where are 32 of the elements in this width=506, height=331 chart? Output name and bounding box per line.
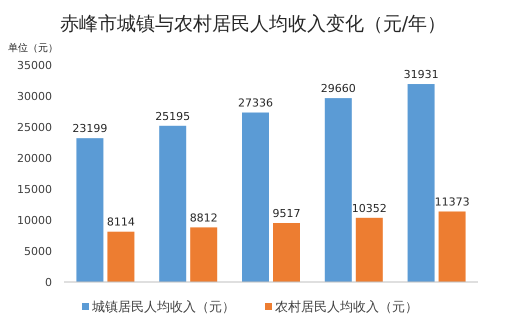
bar	[273, 222, 300, 282]
y-tick-label: 25000	[17, 121, 52, 134]
y-tick-label: 35000	[17, 59, 52, 72]
y-axis-title: 单位（元）	[8, 42, 58, 54]
y-tick-label: 5000	[24, 245, 52, 258]
bar	[190, 227, 218, 282]
data-label: 23199	[72, 122, 108, 136]
data-label: 31931	[404, 68, 439, 82]
y-tick-label: 10000	[17, 214, 52, 227]
bar	[76, 138, 104, 282]
data-label: 9517	[272, 206, 300, 220]
data-label: 8114	[106, 216, 135, 229]
bar	[408, 84, 435, 282]
legend-label: 农村居民人均收入（元）	[275, 300, 418, 315]
y-tick-label: 0	[45, 276, 52, 289]
chart-title: 赤峰市城镇与农村居民人均收入变化（元/年）	[60, 13, 446, 35]
data-label: 27336	[238, 96, 273, 110]
y-tick-label: 15000	[17, 183, 52, 196]
bar	[324, 98, 352, 282]
data-label: 11373	[434, 195, 470, 208]
data-label: 29660	[320, 82, 356, 96]
bar	[159, 126, 186, 282]
y-tick-label: 20000	[17, 152, 52, 165]
bar	[438, 211, 466, 282]
bar	[356, 218, 383, 282]
data-label: 25195	[155, 110, 190, 123]
legend-label: 城镇居民人均收入（元）	[91, 300, 235, 315]
y-tick-label: 30000	[17, 90, 52, 103]
bar	[242, 112, 269, 282]
data-label: 8812	[190, 211, 218, 224]
data-label: 10352	[352, 202, 387, 215]
bar	[107, 232, 134, 282]
